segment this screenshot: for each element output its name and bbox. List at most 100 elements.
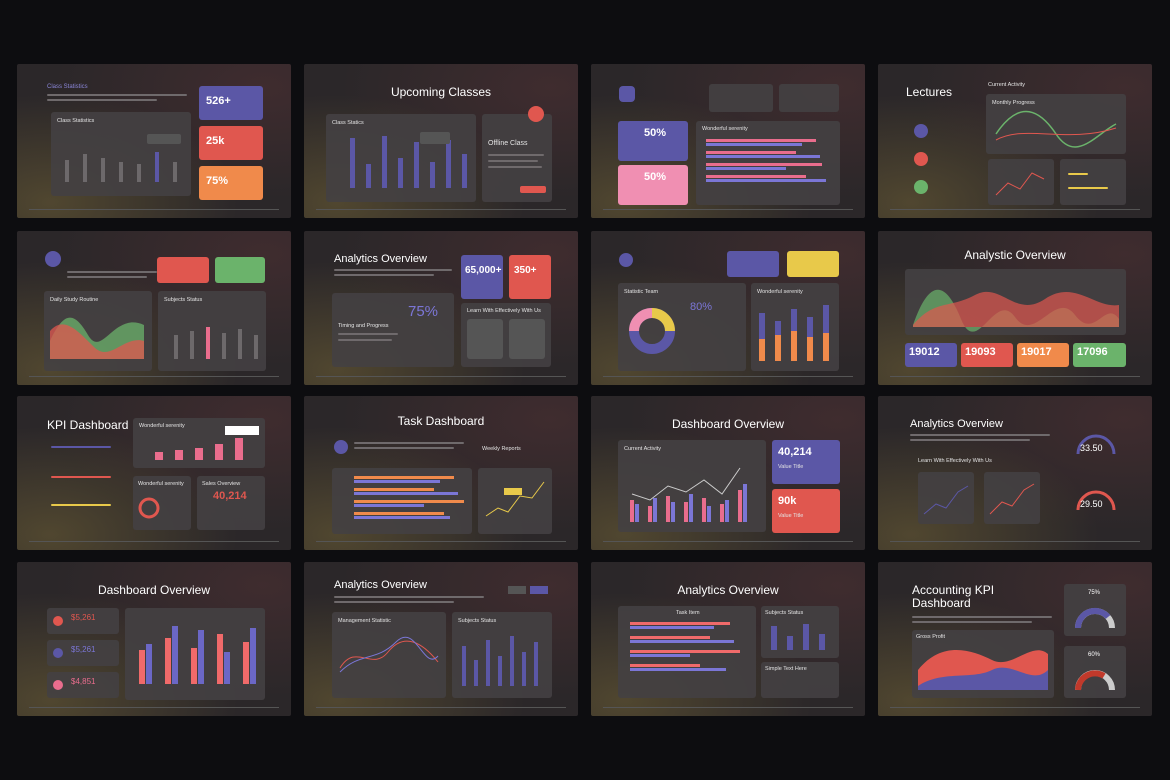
graphic (759, 313, 765, 361)
decoration (603, 707, 853, 708)
decoration (354, 442, 464, 444)
graphic (172, 626, 178, 684)
slide: Statistic Team 80% Wonderful serenity (591, 231, 865, 385)
graphic (630, 467, 747, 522)
graphic (485, 481, 545, 517)
decoration (910, 439, 1030, 441)
stat: 33.50 (1080, 443, 1103, 453)
slide: Analystic Overview 19012 19093 19017 170… (878, 231, 1152, 385)
graphic (350, 138, 355, 188)
graphic (243, 642, 249, 684)
card (1060, 159, 1126, 205)
decoration (51, 476, 111, 478)
card: Class Statics (326, 114, 476, 202)
graphic (446, 140, 451, 188)
graphic (339, 636, 439, 673)
graphic (725, 500, 729, 522)
graphic (462, 636, 538, 686)
slide-title: Task Dashboard (397, 414, 485, 428)
card (478, 468, 552, 534)
graphic (206, 327, 210, 359)
graphic (629, 308, 653, 332)
graphic (631, 467, 741, 501)
graphic (191, 648, 197, 684)
graphic (190, 331, 194, 359)
card (215, 257, 265, 283)
graphic (155, 426, 259, 460)
slide: Dashboard Overview Current Activity 40,2… (591, 396, 865, 550)
slide-title: Accounting KPI Dashboard (912, 583, 995, 610)
graphic (648, 506, 652, 522)
stat: 526+ (206, 95, 231, 107)
graphic (720, 504, 724, 522)
decoration (488, 160, 538, 162)
slide: Daily Study Routine Subjects Status (17, 231, 291, 385)
card: Monthly Progress (986, 94, 1126, 154)
graphic (462, 154, 467, 188)
decoration (316, 376, 566, 377)
slide-title: Analytics Overview (334, 253, 427, 265)
graphic (119, 162, 123, 182)
decoration (47, 99, 157, 101)
decoration (603, 376, 853, 377)
graphic (224, 652, 230, 684)
decoration (508, 586, 526, 594)
slide: Task Dashboard Weekly Reports (304, 396, 578, 550)
card: 19012 (905, 343, 957, 367)
graphic (238, 329, 242, 359)
card: Daily Study Routine (44, 291, 152, 371)
slide-title: KPI Dashboard (47, 418, 129, 432)
graphic (50, 317, 144, 359)
graphic (354, 476, 464, 519)
card: Sales Overview 40,214 (197, 476, 265, 530)
graphic (235, 438, 243, 460)
graphic (50, 324, 144, 359)
stat: 75% (1088, 590, 1101, 596)
decoration (67, 276, 147, 278)
decoration (890, 707, 1140, 708)
graphic (630, 664, 700, 667)
graphic (65, 152, 177, 182)
graphic (65, 134, 181, 182)
card: 50% (618, 121, 688, 161)
graphic (759, 339, 765, 361)
graphic (630, 626, 734, 671)
graphic (787, 636, 793, 650)
graphic (807, 337, 813, 361)
graphic (354, 512, 444, 515)
card: 50% (618, 165, 688, 205)
graphic (354, 476, 464, 515)
graphic (498, 656, 502, 686)
stat: $5,261 (71, 645, 96, 654)
stat: 60% (1088, 652, 1101, 658)
card-label: Class Statics (332, 120, 364, 126)
decoration (334, 269, 452, 271)
card (727, 251, 779, 277)
graphic (791, 331, 797, 361)
stat: 65,000+ (465, 265, 502, 276)
card (988, 159, 1054, 205)
graphic (83, 154, 87, 182)
graphic (823, 333, 829, 361)
graphic (995, 127, 1117, 141)
decoration (29, 541, 279, 542)
card: $4,851 (47, 672, 119, 698)
graphic (630, 500, 634, 522)
card: 60% (1064, 646, 1126, 698)
graphic (629, 308, 675, 354)
slide-title: Analystic Overview (964, 248, 1066, 262)
graphic (486, 640, 490, 686)
graphic (139, 626, 256, 684)
graphic (354, 476, 454, 479)
card-label: Monthly Progress (992, 100, 1035, 106)
graphic (354, 504, 424, 507)
graphic (759, 331, 829, 361)
graphic (139, 634, 249, 684)
stat: 40,214 (778, 446, 812, 458)
decoration (316, 541, 566, 542)
graphic (630, 650, 740, 653)
graphic (1076, 434, 1116, 511)
graphic (923, 485, 969, 515)
decoration (67, 271, 157, 273)
slide-title: Dashboard Overview (97, 583, 211, 597)
